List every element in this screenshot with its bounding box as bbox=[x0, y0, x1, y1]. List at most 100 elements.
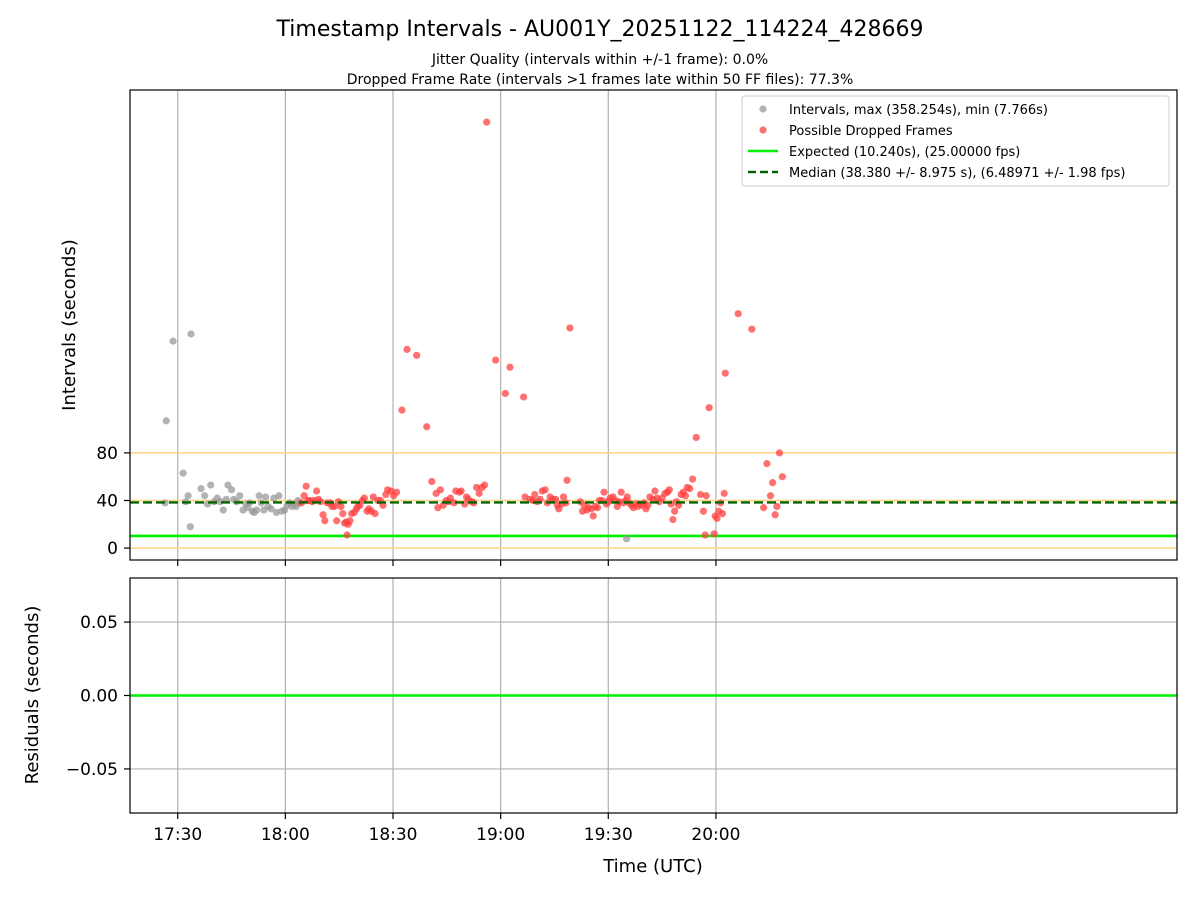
top-ytick-label-0: 0 bbox=[107, 539, 118, 559]
dropped-frame-point-51 bbox=[434, 504, 442, 512]
interval-point-21 bbox=[236, 492, 244, 500]
interval-point-36 bbox=[272, 508, 280, 517]
xtick-label-0: 17:30 bbox=[153, 825, 202, 845]
dropped-frame-point-164 bbox=[763, 460, 771, 468]
dropped-frame-point-163 bbox=[760, 504, 768, 512]
dropped-frame-point-66 bbox=[473, 483, 481, 492]
interval-point-6 bbox=[186, 523, 194, 531]
dropped-frame-point-90 bbox=[559, 493, 568, 501]
legend-label-0: Intervals, max (358.254s), min (7.766s) bbox=[789, 103, 1048, 118]
interval-point-28 bbox=[253, 506, 261, 514]
dropped-frame-point-44 bbox=[392, 488, 401, 496]
dropped-frame-point-36 bbox=[371, 509, 379, 518]
dropped-frame-point-161 bbox=[734, 310, 742, 318]
dropped-frame-point-15 bbox=[330, 502, 339, 511]
interval-point-3 bbox=[179, 469, 187, 477]
dropped-frame-point-151 bbox=[702, 492, 710, 500]
top-axes-frame bbox=[129, 89, 1178, 561]
legend-marker-0 bbox=[759, 105, 767, 113]
xtick-label-3: 19:00 bbox=[476, 825, 525, 845]
interval-point-32 bbox=[262, 493, 270, 501]
dropped-frame-point-147 bbox=[692, 433, 700, 442]
dropped-frame-point-145 bbox=[686, 485, 694, 493]
dropped-frame-point-57 bbox=[450, 499, 458, 507]
xtick-label-4: 19:30 bbox=[584, 825, 633, 845]
dropped-frame-point-67 bbox=[475, 489, 483, 497]
interval-point-2 bbox=[169, 337, 177, 345]
dropped-frame-point-129 bbox=[651, 487, 659, 495]
dropped-frame-point-116 bbox=[623, 493, 631, 501]
dropped-frame-point-31 bbox=[360, 494, 368, 502]
dropped-frame-point-82 bbox=[541, 486, 549, 494]
dropped-frame-point-18 bbox=[337, 502, 345, 511]
dropped-frame-point-48 bbox=[423, 423, 431, 431]
dropped-frame-point-168 bbox=[773, 502, 781, 511]
dropped-frame-point-155 bbox=[713, 514, 721, 522]
dropped-frame-point-166 bbox=[769, 479, 777, 487]
interval-point-37 bbox=[275, 492, 283, 500]
interval-point-15 bbox=[219, 506, 227, 514]
dropped-frame-point-143 bbox=[681, 492, 690, 500]
interval-point-7 bbox=[187, 330, 195, 338]
dropped-frame-point-167 bbox=[771, 511, 779, 519]
dropped-frame-point-92 bbox=[563, 476, 571, 484]
interval-point-11 bbox=[207, 481, 215, 489]
dropped-frame-point-159 bbox=[720, 489, 728, 497]
dropped-frame-point-148 bbox=[696, 490, 705, 499]
dropped-frame-point-86 bbox=[551, 495, 560, 503]
dropped-frame-point-16 bbox=[333, 517, 341, 525]
dropped-frame-point-69 bbox=[480, 481, 489, 489]
dropped-frame-point-105 bbox=[600, 488, 608, 496]
xtick-label-1: 18:00 bbox=[261, 825, 310, 845]
dropped-frame-point-71 bbox=[492, 356, 500, 364]
bottom-ytick-label-0: −0.05 bbox=[66, 760, 118, 780]
dropped-frame-point-152 bbox=[705, 404, 713, 412]
dropped-frame-point-100 bbox=[589, 512, 597, 520]
dropped-frame-point-24 bbox=[346, 517, 354, 525]
chart-subtitle-dropped: Dropped Frame Rate (intervals >1 frames … bbox=[347, 72, 854, 88]
dropped-frame-point-52 bbox=[436, 486, 444, 494]
dropped-frame-point-149 bbox=[699, 507, 707, 515]
dropped-frame-point-162 bbox=[748, 325, 756, 333]
interval-point-34 bbox=[267, 505, 275, 513]
dropped-frame-point-70 bbox=[483, 118, 491, 126]
interval-point-8 bbox=[197, 485, 205, 493]
dropped-frame-point-19 bbox=[339, 509, 347, 518]
residuals-panel: −0.05 0.00 0.05 17:30 18:00 18:30 19:00 19:30 20… bbox=[66, 577, 1178, 845]
dropped-frame-point-45 bbox=[398, 406, 406, 414]
dropped-frame-point-169 bbox=[775, 449, 784, 457]
interval-point-18 bbox=[227, 486, 236, 494]
dropped-frame-point-160 bbox=[721, 369, 729, 377]
dropped-frame-point-74 bbox=[520, 393, 528, 401]
dropped-frame-point-78 bbox=[531, 490, 539, 499]
legend-box bbox=[741, 95, 1170, 187]
dropped-frame-point-11 bbox=[321, 517, 329, 525]
legend: Intervals, max (358.254s), min (7.766s) P… bbox=[741, 95, 1170, 187]
dropped-frame-point-73 bbox=[506, 363, 514, 371]
dropped-frame-point-158 bbox=[718, 509, 726, 518]
top-ytick-label-2: 80 bbox=[96, 444, 118, 464]
x-axis-label: Time (UTC) bbox=[602, 856, 703, 877]
dropped-frame-point-2 bbox=[302, 482, 310, 490]
dropped-frame-point-150 bbox=[701, 531, 709, 539]
bottom-ytick-label-1: 0.00 bbox=[80, 687, 118, 707]
dropped-frame-point-135 bbox=[665, 486, 673, 494]
interval-point-16 bbox=[222, 495, 230, 503]
interval-point-0 bbox=[161, 499, 169, 507]
xtick-label-2: 18:30 bbox=[369, 825, 418, 845]
top-ytick-label-1: 40 bbox=[96, 492, 118, 512]
dropped-frame-point-72 bbox=[501, 389, 509, 398]
y-axis-label-residuals: Residuals (seconds) bbox=[22, 606, 43, 785]
chart-subtitle-jitter: Jitter Quality (intervals within +/-1 fr… bbox=[431, 52, 768, 68]
points-layer bbox=[130, 118, 1177, 543]
dropped-frame-point-170 bbox=[778, 473, 786, 481]
xtick-label-5: 20:00 bbox=[691, 825, 740, 845]
dropped-frame-point-47 bbox=[413, 351, 421, 359]
legend-label-3: Median (38.380 +/- 8.975 s), (6.48971 +/… bbox=[789, 166, 1125, 181]
dropped-frame-point-23 bbox=[343, 531, 351, 539]
dropped-frame-point-102 bbox=[593, 504, 602, 512]
dropped-frame-point-10 bbox=[319, 511, 327, 519]
dropped-frame-point-46 bbox=[403, 345, 411, 353]
